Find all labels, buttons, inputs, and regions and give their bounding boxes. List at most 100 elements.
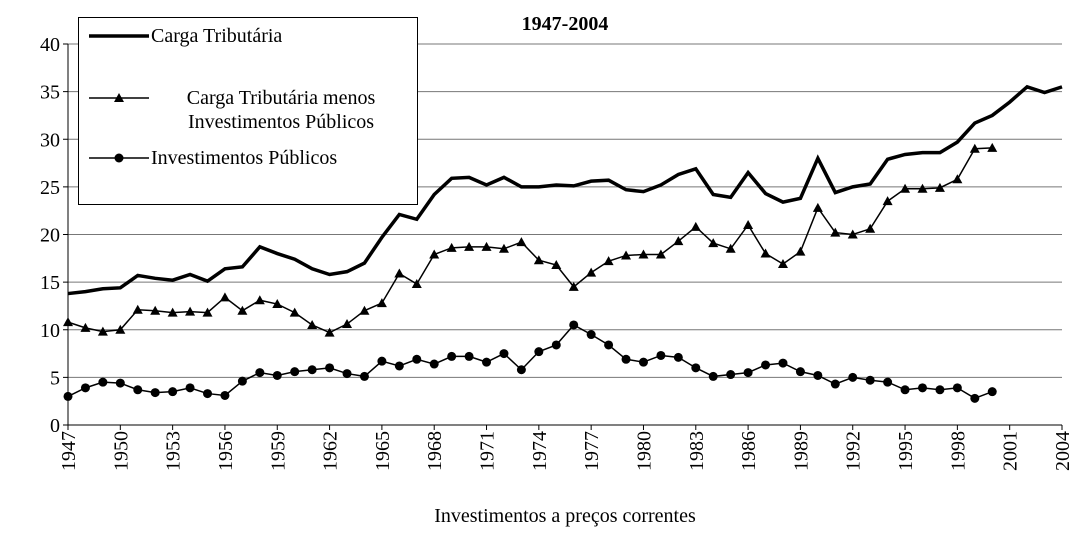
circle-marker (499, 349, 509, 359)
x-tick-label: 1977 (581, 431, 603, 471)
triangle-marker (307, 319, 318, 329)
x-tick-label: 1968 (424, 431, 446, 471)
circle-marker (114, 153, 124, 163)
triangle-marker (533, 255, 544, 265)
legend-swatch (89, 34, 149, 38)
legend-label: Carga Tributária menos Investimentos Púb… (186, 87, 376, 133)
triangle-marker (760, 248, 771, 258)
triangle-marker (621, 250, 632, 260)
triangle-marker (150, 305, 161, 315)
triangle-marker (917, 183, 928, 193)
triangle-marker (481, 241, 492, 251)
legend-item: Carga Tributária menos Investimentos Púb… (87, 86, 411, 134)
y-tick-label: 30 (40, 129, 60, 151)
circle-marker (656, 350, 666, 360)
legend-item: Investimentos Públicos (87, 146, 411, 170)
chart-title: 1947-2004 (522, 13, 609, 35)
triangle-marker (568, 281, 579, 291)
triangle-marker (446, 242, 457, 252)
x-tick-label: 1992 (843, 431, 865, 471)
x-tick-label: 1974 (529, 431, 551, 471)
triangle-marker (429, 249, 440, 259)
triangle-marker (777, 259, 788, 269)
y-tick-label: 15 (40, 272, 60, 294)
y-tick-label: 25 (40, 177, 60, 199)
circle-marker (290, 367, 300, 377)
circle-marker (516, 365, 526, 375)
x-tick-label: 1956 (215, 431, 237, 471)
triangle-marker (167, 307, 178, 317)
y-tick-label: 10 (40, 320, 60, 342)
circle-marker (98, 377, 108, 387)
triangle-marker (394, 268, 405, 278)
x-tick-label: 2004 (1052, 431, 1070, 471)
triangle-marker (254, 295, 265, 305)
circle-marker (115, 378, 125, 388)
circle-marker (743, 368, 753, 378)
x-tick-label: 1947 (58, 431, 80, 471)
circle-marker (220, 390, 230, 400)
circle-marker (865, 375, 875, 385)
circle-marker (883, 377, 893, 387)
circle-marker (900, 385, 910, 395)
y-tick-label: 5 (50, 367, 60, 389)
triangle-marker (987, 142, 998, 152)
circle-marker (848, 372, 858, 382)
circle-marker (185, 383, 195, 393)
circle-marker (168, 387, 178, 397)
circle-marker (272, 370, 282, 380)
circle-marker (394, 361, 404, 371)
triangle-marker (80, 322, 91, 332)
circle-marker (377, 356, 387, 366)
triangle-marker (673, 236, 684, 246)
circle-marker (359, 371, 369, 381)
triangle-marker (376, 298, 387, 308)
x-tick-label: 1953 (163, 431, 185, 471)
x-tick-label: 1989 (790, 431, 812, 471)
x-tick-label: 1950 (110, 431, 132, 471)
series-line (67, 84, 1063, 296)
circle-marker (569, 320, 579, 330)
triangle-marker (952, 174, 963, 184)
triangle-marker (114, 93, 124, 102)
triangle-marker (865, 223, 876, 233)
circle-marker (325, 363, 335, 373)
x-tick-label: 1983 (686, 431, 708, 471)
legend-swatch (89, 153, 149, 163)
triangle-marker (830, 227, 841, 237)
circle-marker (917, 383, 927, 393)
circle-marker (429, 359, 439, 369)
x-tick-label: 1980 (633, 431, 655, 471)
x-tick-label: 1965 (372, 431, 394, 471)
circle-marker (673, 352, 683, 362)
triangle-marker (586, 267, 597, 277)
circle-marker (952, 383, 962, 393)
triangle-marker (812, 202, 823, 212)
triangle-marker (603, 256, 614, 266)
triangle-marker (289, 307, 300, 317)
circle-marker (482, 357, 492, 367)
triangle-marker (690, 221, 701, 231)
circle-marker (621, 354, 631, 364)
triangle-marker (795, 246, 806, 256)
circle-marker (935, 385, 945, 395)
circle-marker (80, 383, 90, 393)
circle-marker (691, 363, 701, 373)
x-tick-label: 1959 (267, 431, 289, 471)
triangle-marker (97, 326, 108, 336)
triangle-marker (934, 182, 945, 192)
x-tick-label: 1995 (895, 431, 917, 471)
circle-marker (708, 371, 718, 381)
circle-marker (342, 369, 352, 379)
circle-marker (307, 365, 317, 375)
triangle-marker (725, 243, 736, 253)
x-tick-label: 2001 (1000, 431, 1022, 471)
legend: Carga Tributária Carga Tributária menos I… (78, 17, 418, 205)
circle-marker (255, 368, 265, 378)
triangle-marker (132, 304, 143, 314)
circle-marker (412, 354, 422, 364)
circle-marker (778, 358, 788, 368)
triangle-marker (900, 183, 911, 193)
circle-marker (638, 357, 648, 367)
